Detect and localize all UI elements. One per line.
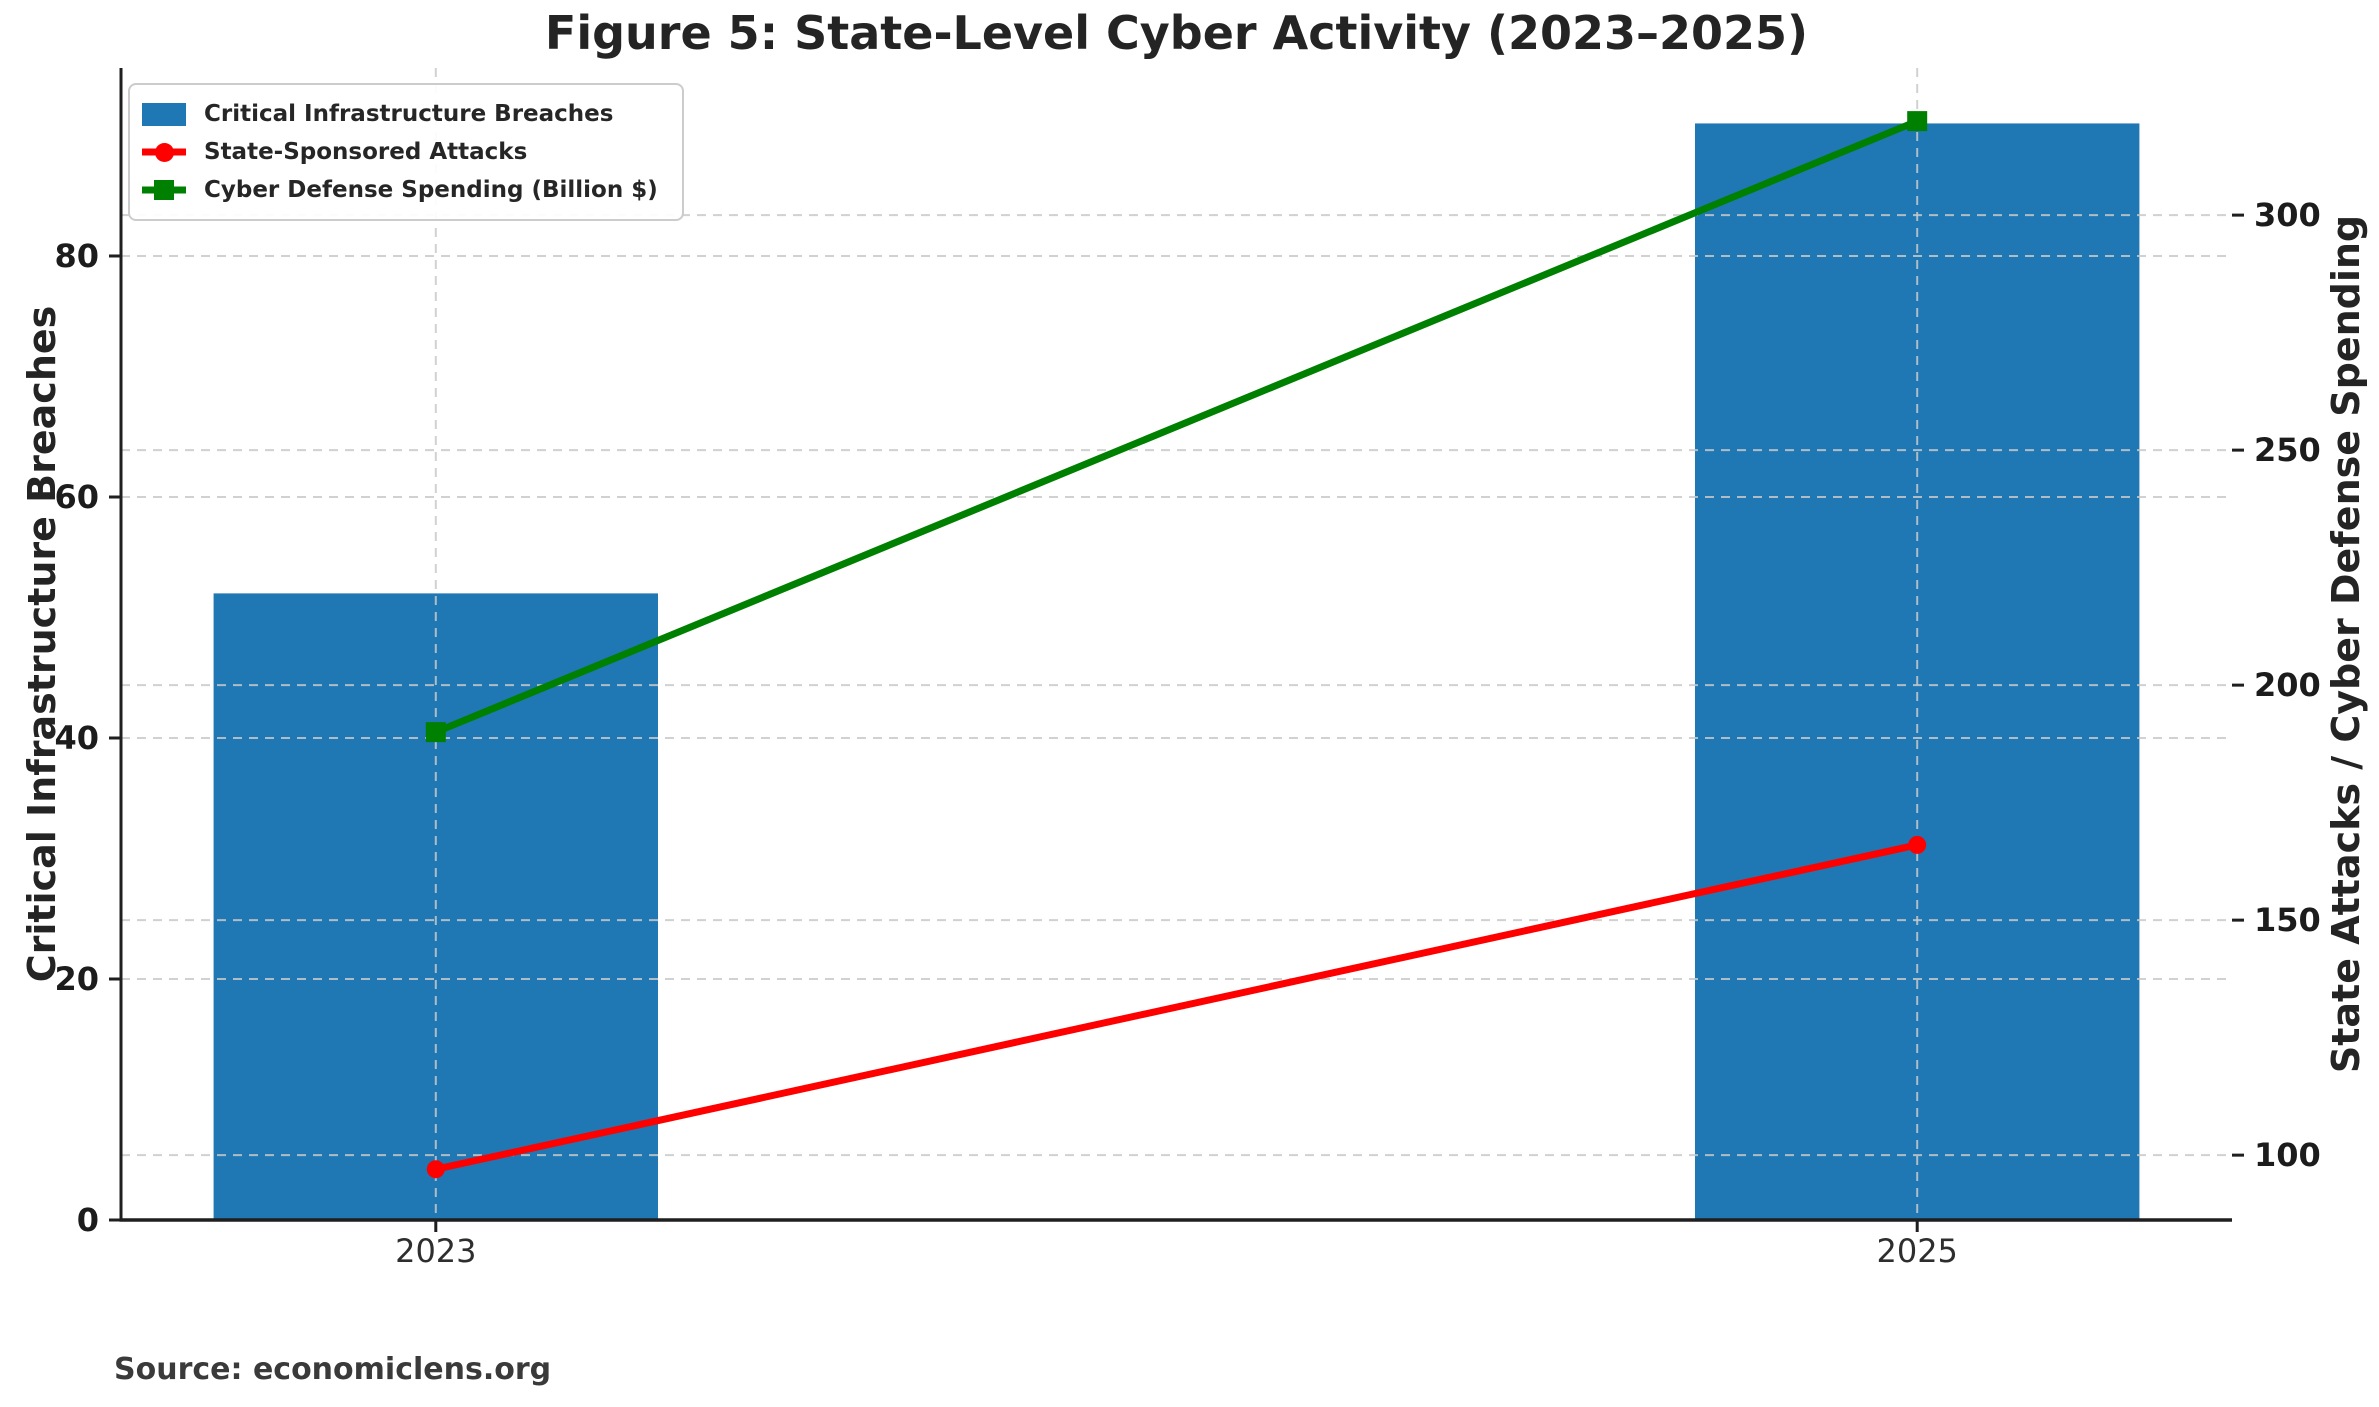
chart-title: Figure 5: State-Level Cyber Activity (20… (544, 6, 1809, 60)
legend-row: Cyber Defense Spending (Billion $) (142, 171, 658, 209)
square-marker-icon (154, 180, 174, 200)
x-tick-label: 2023 (395, 1232, 476, 1270)
legend-row: State-Sponsored Attacks (142, 133, 658, 171)
legend-label: Cyber Defense Spending (Billion $) (204, 177, 658, 203)
right-tick-label: 250 (2254, 431, 2321, 469)
left-tick-label: 60 (54, 478, 99, 516)
left-tick-label: 0 (77, 1201, 99, 1239)
right-axis-label: State Attacks / Cyber Defense Spending (2324, 214, 2368, 1074)
marker-circle-2023 (426, 1160, 445, 1179)
right-tick-label: 100 (2254, 1136, 2321, 1174)
legend-label: State-Sponsored Attacks (204, 139, 528, 165)
legend-line-swatch (142, 142, 186, 162)
bar-patch-icon (142, 102, 186, 126)
marker-square-2025 (1907, 111, 1928, 132)
legend-label: Critical Infrastructure Breaches (204, 101, 614, 127)
legend-line-swatch (142, 180, 186, 200)
bar-2025 (1694, 123, 2140, 1221)
right-tick-label: 300 (2254, 196, 2321, 234)
left-tick-label: 40 (54, 719, 99, 757)
series-line (434, 117, 1919, 736)
right-tick-label: 150 (2254, 901, 2321, 939)
legend-row: Critical Infrastructure Breaches (142, 95, 658, 133)
left-tick-label: 20 (54, 960, 99, 998)
marker-circle-2025 (1908, 835, 1927, 854)
x-tick-label: 2025 (1876, 1232, 1957, 1270)
left-axis-label: Critical Infrastructure Breaches (20, 305, 64, 983)
marker-square-2023 (425, 722, 446, 743)
source-note: Source: economiclens.org (114, 1352, 552, 1387)
right-tick-label: 200 (2254, 666, 2321, 704)
left-tick-label: 80 (54, 237, 99, 275)
series-line (435, 841, 1918, 1173)
legend-bar-swatch (142, 102, 186, 126)
legend: Critical Infrastructure Breaches State-Sp… (128, 83, 684, 221)
circle-marker-icon (154, 142, 174, 162)
